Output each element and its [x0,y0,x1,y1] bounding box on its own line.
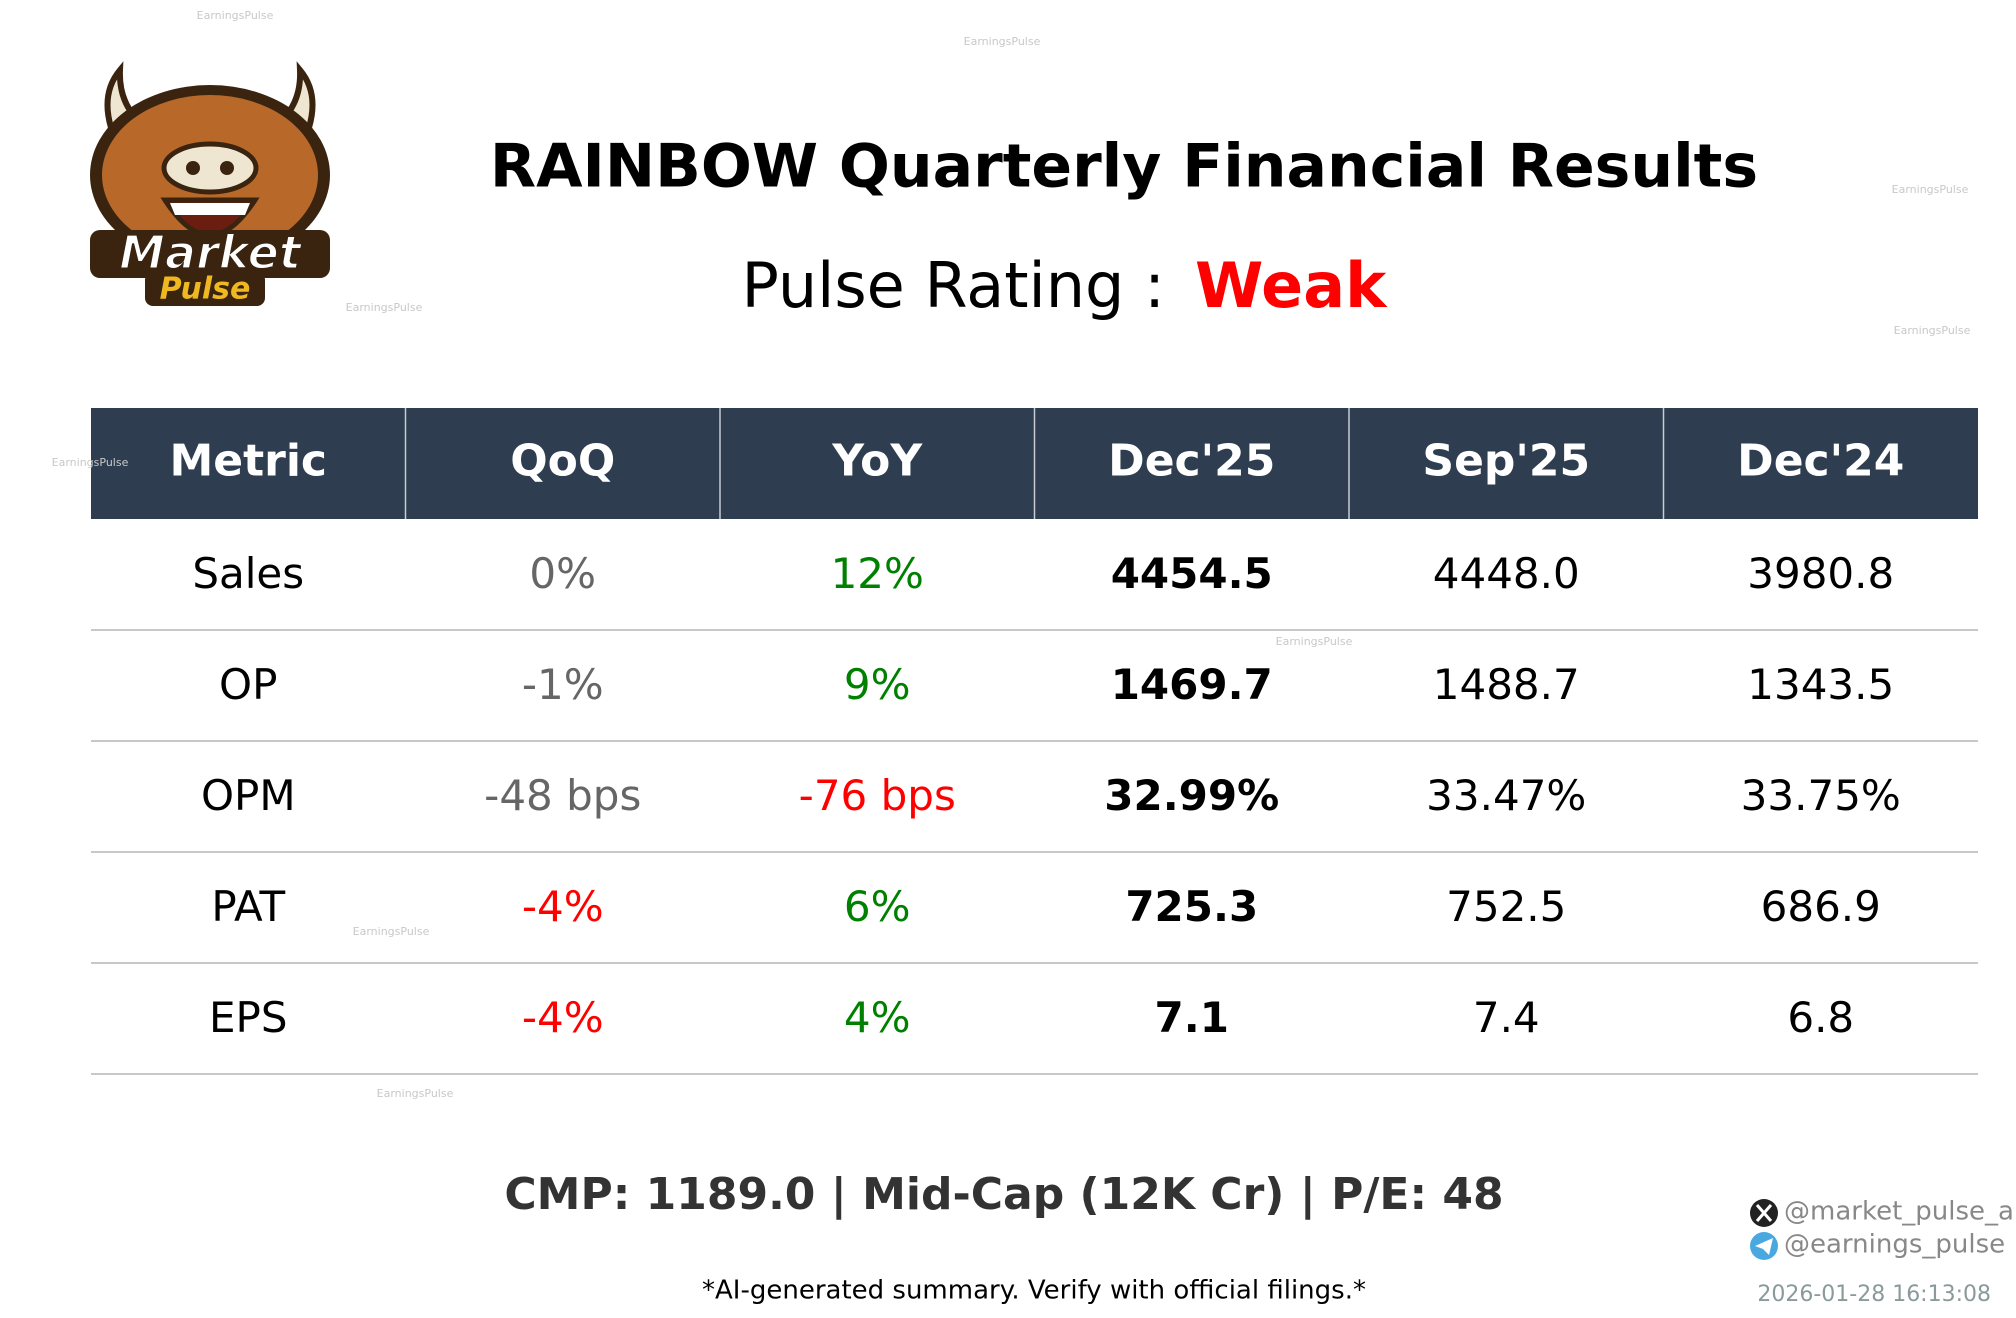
twitter-handle[interactable]: @market_pulse_ai [1784,1197,2016,1227]
cell: 9% [844,660,911,709]
cell: 12% [831,549,924,598]
watermark: EarningsPulse [377,1087,454,1100]
cell: 752.5 [1446,882,1566,931]
watermark: EarningsPulse [964,35,1041,48]
logo [90,61,330,306]
column-header: YoY [831,436,923,487]
telegram-glyph [1755,1238,1773,1255]
column-header: Metric [169,436,327,487]
cell: 4% [844,993,911,1042]
disclaimer: *AI-generated summary. Verify with offic… [702,1276,1366,1306]
title: RAINBOW Quarterly Financial Results [490,132,1758,202]
watermark: EarningsPulse [197,9,274,22]
watermark: EarningsPulse [1892,183,1969,196]
cell: -4% [522,882,604,931]
metric-name: EPS [209,993,288,1042]
cell: 32.99% [1104,771,1279,820]
cell: 4448.0 [1433,549,1580,598]
watermark: EarningsPulse [52,456,129,469]
cell: 1488.7 [1433,660,1580,709]
cell: 6% [844,882,911,931]
x-glyph [1755,1204,1773,1222]
logo-text: Pulse [160,272,251,307]
watermark: EarningsPulse [346,301,423,314]
cell: 33.47% [1426,771,1586,820]
metric-name: Sales [192,549,304,598]
rating: Weak [1195,249,1388,322]
table: Metric QoQ YoY Dec'25 Sep'25 Dec'24 Sales 0% 12%… [91,408,1978,1075]
metric-name: OP [219,660,277,709]
cell: -1% [522,660,604,709]
column-header: QoQ [510,436,615,487]
metric-name: PAT [211,882,285,931]
rating-label: Pulse Rating : [742,249,1165,322]
cell: 1469.7 [1111,660,1273,709]
cell: 7.1 [1155,993,1229,1042]
telegram-handle[interactable]: @earnings_pulse [1784,1230,2005,1260]
summary: CMP: 1189.0 | Mid-Cap (12K Cr) | P/E: 48 [504,1169,1503,1220]
cell: 686.9 [1761,882,1881,931]
cell: 1343.5 [1747,660,1894,709]
logo-text: Market [119,226,303,280]
cell: 33.75% [1741,771,1901,820]
column-header: Dec'24 [1737,436,1904,487]
cell: 7.4 [1473,993,1540,1042]
column-header: Sep'25 [1422,436,1590,487]
column-header: Dec'25 [1108,436,1275,487]
watermark: EarningsPulse [353,925,430,938]
cell: -4% [522,993,604,1042]
cell: 0% [529,549,596,598]
watermark: EarningsPulse [1276,635,1353,648]
cell: 725.3 [1125,882,1258,931]
metric-name: OPM [201,771,296,820]
timestamp: 2026-01-28 16:13:08 [1757,1282,1991,1307]
cell: -48 bps [484,771,641,820]
cell: -76 bps [799,771,956,820]
cell: 4454.5 [1111,549,1273,598]
cell: 3980.8 [1747,549,1894,598]
watermark: EarningsPulse [1894,324,1971,337]
cell: 6.8 [1787,993,1854,1042]
